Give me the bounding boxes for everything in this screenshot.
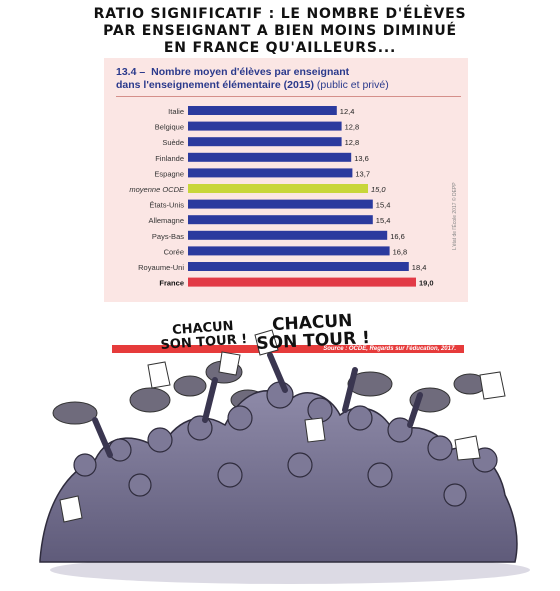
category-label: France	[159, 279, 184, 288]
category-label: Pays-Bas	[152, 232, 184, 241]
category-label: Suède	[162, 138, 184, 147]
category-label: Finlande	[155, 154, 184, 163]
chart-panel: 13.4 – Nombre moyen d'élèves par enseign…	[104, 58, 468, 353]
chart-number: 13.4 –	[116, 66, 146, 78]
value-label: 16,8	[393, 247, 408, 256]
category-label: Royaume-Uni	[138, 263, 184, 272]
value-label: 16,6	[390, 232, 405, 241]
category-label: Corée	[164, 247, 184, 256]
ground-shadow	[50, 556, 530, 584]
chart-heading: 13.4 – Nombre moyen d'élèves par enseign…	[116, 66, 456, 92]
bar	[188, 246, 390, 256]
chart-title-line-1: Nombre moyen d'élèves par enseignant	[151, 66, 350, 78]
category-label: Belgique	[155, 123, 184, 132]
bar	[188, 168, 353, 178]
value-label: 13,6	[354, 154, 369, 163]
value-label: 12,4	[340, 107, 355, 116]
category-label: moyenne OCDE	[129, 185, 185, 194]
caption: RATIO SIGNIFICATIF : LE NOMBRE D'ÉLÈVES …	[70, 6, 490, 57]
value-label: 19,0	[419, 279, 434, 288]
value-label: 15,0	[371, 185, 386, 194]
bar	[188, 215, 373, 225]
chart-title-line-2: dans l'enseignement élémentaire (2015)	[116, 79, 314, 91]
bar	[188, 137, 342, 147]
chart-credit: L'état de l'École 2017 © DEPP	[452, 182, 458, 250]
bar-chart: Italie 12,4 Belgique 12,8 Suède 12,8 Finlande 1…	[129, 106, 434, 288]
category-label: Allemagne	[149, 216, 184, 225]
speech-bubble-left: CHACUN SON TOUR !	[159, 319, 248, 353]
speech-bubble-right: CHACUN SON TOUR !	[255, 311, 370, 354]
value-label: 15,4	[376, 201, 391, 210]
bar	[188, 262, 409, 271]
value-label: 18,4	[412, 263, 427, 272]
caption-line-3: EN FRANCE QU'AILLEURS...	[163, 40, 397, 56]
chart-title-suffix: (public et privé)	[316, 79, 389, 91]
value-label: 12,8	[345, 138, 360, 147]
value-label: 15,4	[376, 216, 391, 225]
bar	[188, 106, 337, 115]
category-label: Italie	[168, 107, 184, 116]
crowd-illustration	[39, 329, 530, 584]
category-label: États-Unis	[149, 201, 184, 210]
value-label: 13,7	[355, 169, 370, 178]
category-label: Espagne	[154, 169, 184, 178]
raised-arms	[92, 352, 423, 458]
bar	[188, 184, 368, 193]
papers	[59, 329, 506, 523]
chart-source: Source : OCDE, Regards sur l'éducation, …	[323, 346, 456, 352]
chart-footer-band	[112, 345, 464, 353]
bar	[188, 121, 342, 131]
caption-line-2: PAR ENSEIGNANT A BIEN MOINS DIMINUÉ	[103, 23, 457, 39]
bar	[188, 230, 388, 240]
caption-line-1: RATIO SIGNIFICATIF : LE NOMBRE D'ÉLÈVES	[93, 6, 467, 22]
bar	[188, 199, 373, 209]
crowd-heads	[73, 381, 498, 507]
bar	[188, 277, 416, 287]
value-label: 12,8	[345, 123, 360, 132]
crowd-mass	[39, 390, 518, 563]
chart-title-rule	[116, 96, 461, 97]
bar	[188, 152, 352, 162]
